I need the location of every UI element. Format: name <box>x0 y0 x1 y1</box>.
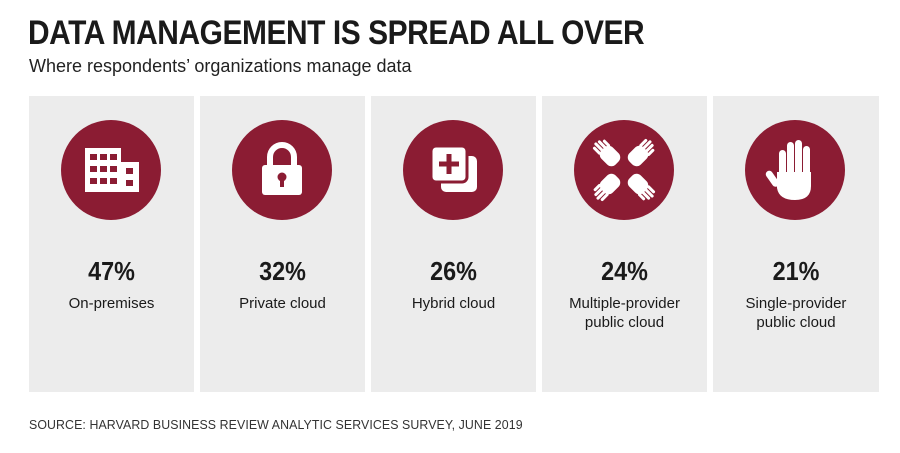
stat-cards: 47% On-premises 32% Private cloud 26% Hy <box>29 96 879 392</box>
icon-circle <box>403 120 503 220</box>
icon-circle <box>745 120 845 220</box>
category-label: Private cloud <box>239 295 326 312</box>
stat-card-on-premises: 47% On-premises <box>29 96 194 392</box>
icon-circle <box>61 120 161 220</box>
source-note: SOURCE: HARVARD BUSINESS REVIEW ANALYTIC… <box>29 417 523 432</box>
category-label: Hybrid cloud <box>411 295 496 312</box>
category-label: Single-provider public cloud <box>745 295 847 331</box>
value-label: 21% <box>772 256 820 286</box>
stat-card-multiple-provider: 24% Multiple-provider public cloud <box>542 96 707 392</box>
chart-subtitle: Where respondents’ organizations manage … <box>29 56 412 76</box>
stat-card-hybrid-cloud: 26% Hybrid cloud <box>371 96 536 392</box>
chart-title: DATA MANAGEMENT IS SPREAD ALL OVER <box>28 14 645 52</box>
building-icon <box>85 148 139 192</box>
value-label: 24% <box>601 256 648 286</box>
hand-icon <box>765 140 811 200</box>
padlock-icon <box>262 142 302 195</box>
stat-card-single-provider: 21% Single-provider public cloud <box>713 96 879 392</box>
hands-icon <box>592 138 656 202</box>
value-label: 26% <box>430 256 477 286</box>
hybrid-plus-icon <box>429 144 477 192</box>
value-label: 32% <box>259 256 306 286</box>
value-label: 47% <box>88 256 135 286</box>
category-label: On-premises <box>68 295 155 312</box>
stat-card-private-cloud: 32% Private cloud <box>200 96 365 392</box>
icon-circle <box>574 120 674 220</box>
icon-circle <box>232 120 332 220</box>
category-label: Multiple-provider public cloud <box>569 295 680 331</box>
